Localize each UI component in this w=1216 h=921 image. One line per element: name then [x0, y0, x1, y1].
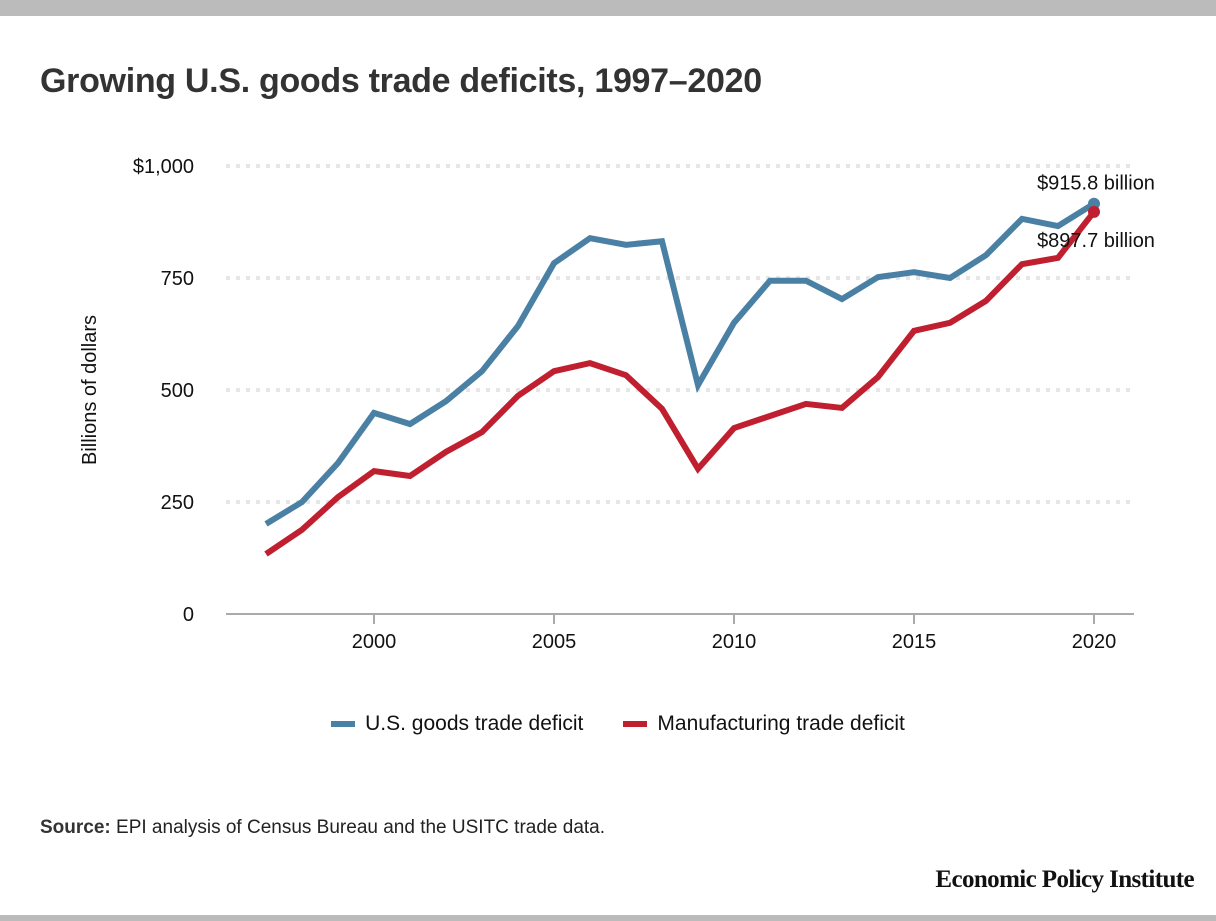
x-tick-label: 2005	[532, 631, 577, 653]
x-tick-label: 2000	[352, 631, 397, 653]
x-tick-label: 2015	[892, 631, 937, 653]
chart-title: Growing U.S. goods trade deficits, 1997–…	[40, 62, 762, 100]
source-text: EPI analysis of Census Bureau and the US…	[110, 817, 606, 838]
y-tick-label: 0	[183, 604, 194, 626]
legend-label-goods: U.S. goods trade deficit	[365, 712, 584, 735]
legend-swatch-goods	[331, 721, 356, 727]
legend: U.S. goods trade deficit Manufacturing t…	[0, 712, 1216, 736]
y-tick-label: $1,000	[133, 156, 194, 178]
gridlines	[226, 164, 1134, 504]
annotations: $915.8 billion $897.7 billion	[1037, 173, 1155, 252]
bottom-border	[0, 915, 1216, 921]
y-tick-label: 250	[161, 492, 194, 514]
x-tick-label: 2010	[712, 631, 757, 653]
y-tick-label: 750	[161, 268, 194, 290]
y-tick-label: 500	[161, 380, 194, 402]
source-label: Source:	[40, 817, 111, 838]
x-tick-label: 2020	[1072, 631, 1117, 653]
legend-item-goods: U.S. goods trade deficit	[331, 712, 583, 736]
x-axis: 2000 2005 2010 2015 2020	[226, 613, 1134, 653]
y-axis: 0 250 500 750 $1,000	[133, 156, 194, 626]
series-lines	[264, 197, 1100, 557]
legend-label-manufacturing: Manufacturing trade deficit	[657, 712, 905, 735]
source-note: Source: EPI analysis of Census Bureau an…	[40, 817, 605, 839]
legend-item-manufacturing: Manufacturing trade deficit	[623, 712, 905, 736]
end-value-label: $897.7 billion	[1037, 230, 1155, 252]
end-value-label: $915.8 billion	[1037, 173, 1155, 195]
top-border	[0, 0, 1216, 16]
series-line-goods	[264, 201, 1096, 527]
data-point	[1088, 205, 1100, 218]
y-axis-title: Billions of dollars	[79, 315, 101, 465]
series-line-manufacturing	[264, 209, 1097, 557]
line-chart: 2000 2005 2010 2015 2020 0 250 500 750 $1,000 Bi…	[79, 156, 1155, 653]
brand-logo: Economic Policy Institute	[935, 866, 1194, 893]
legend-swatch-manufacturing	[623, 721, 648, 727]
